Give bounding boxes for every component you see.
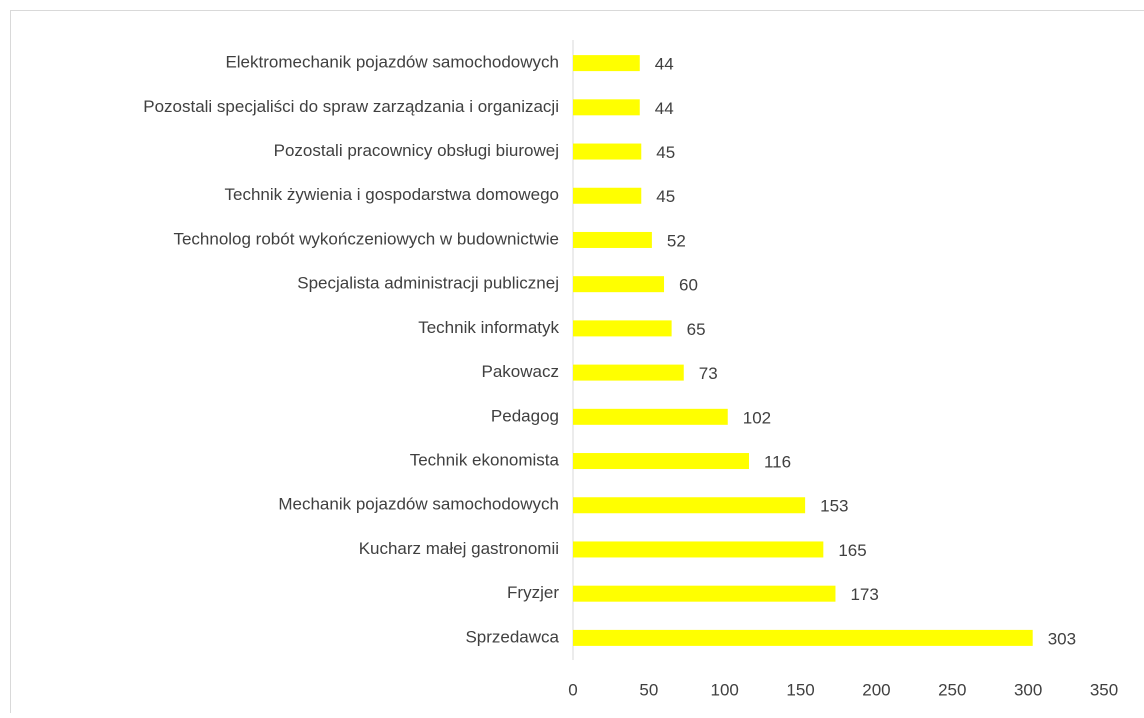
y-tick-label: Technik informatyk	[418, 318, 559, 337]
y-tick-label: Sprzedawca	[465, 627, 559, 646]
data-label: 45	[656, 143, 675, 162]
bar	[573, 409, 728, 425]
data-label: 165	[838, 541, 866, 560]
bar	[573, 55, 640, 71]
bar	[573, 586, 835, 602]
y-tick-label: Pozostali pracownicy obsługi biurowej	[274, 141, 559, 160]
data-label: 116	[764, 453, 791, 472]
bar	[573, 541, 823, 557]
x-tick-label: 50	[639, 680, 658, 699]
bar	[573, 232, 652, 248]
y-tick-label: Technik żywienia i gospodarstwa domowego	[224, 185, 559, 204]
bar	[573, 188, 641, 204]
y-tick-label: Fryzjer	[507, 583, 559, 602]
y-tick-label: Specjalista administracji publicznej	[297, 274, 559, 293]
chart-frame	[11, 11, 1144, 714]
x-tick-label: 100	[711, 680, 739, 699]
x-tick-label: 250	[938, 680, 966, 699]
y-tick-label: Kucharz małej gastronomii	[359, 539, 559, 558]
x-tick-label: 300	[1014, 680, 1042, 699]
data-label: 73	[699, 364, 718, 383]
bar	[573, 144, 641, 160]
data-label: 303	[1048, 629, 1076, 648]
data-label: 65	[687, 320, 706, 339]
x-tick-label: 200	[862, 680, 890, 699]
bar	[573, 99, 640, 115]
data-label: 44	[655, 55, 674, 74]
y-tick-label: Technik ekonomista	[410, 451, 560, 470]
data-label: 44	[655, 99, 674, 118]
bar	[573, 453, 749, 469]
y-tick-label: Mechanik pojazdów samochodowych	[278, 495, 559, 514]
bar	[573, 320, 672, 336]
y-tick-label: Elektromechanik pojazdów samochodowych	[225, 53, 559, 72]
data-label: 173	[850, 585, 878, 604]
y-tick-label: Technolog robót wykończeniowych w budown…	[173, 229, 559, 248]
bar	[573, 276, 664, 292]
bar	[573, 497, 805, 513]
bar	[573, 365, 684, 381]
data-label: 52	[667, 231, 686, 250]
y-tick-label: Pozostali specjaliści do spraw zarządzan…	[143, 97, 559, 116]
y-tick-label: Pedagog	[491, 406, 559, 425]
bar	[573, 630, 1033, 646]
data-label: 153	[820, 497, 848, 516]
x-tick-label: 0	[568, 680, 577, 699]
data-label: 45	[656, 187, 675, 206]
x-tick-label: 150	[786, 680, 814, 699]
y-tick-label: Pakowacz	[482, 362, 559, 381]
x-tick-label: 350	[1090, 680, 1118, 699]
data-label: 60	[679, 276, 698, 295]
data-label: 102	[743, 408, 771, 427]
